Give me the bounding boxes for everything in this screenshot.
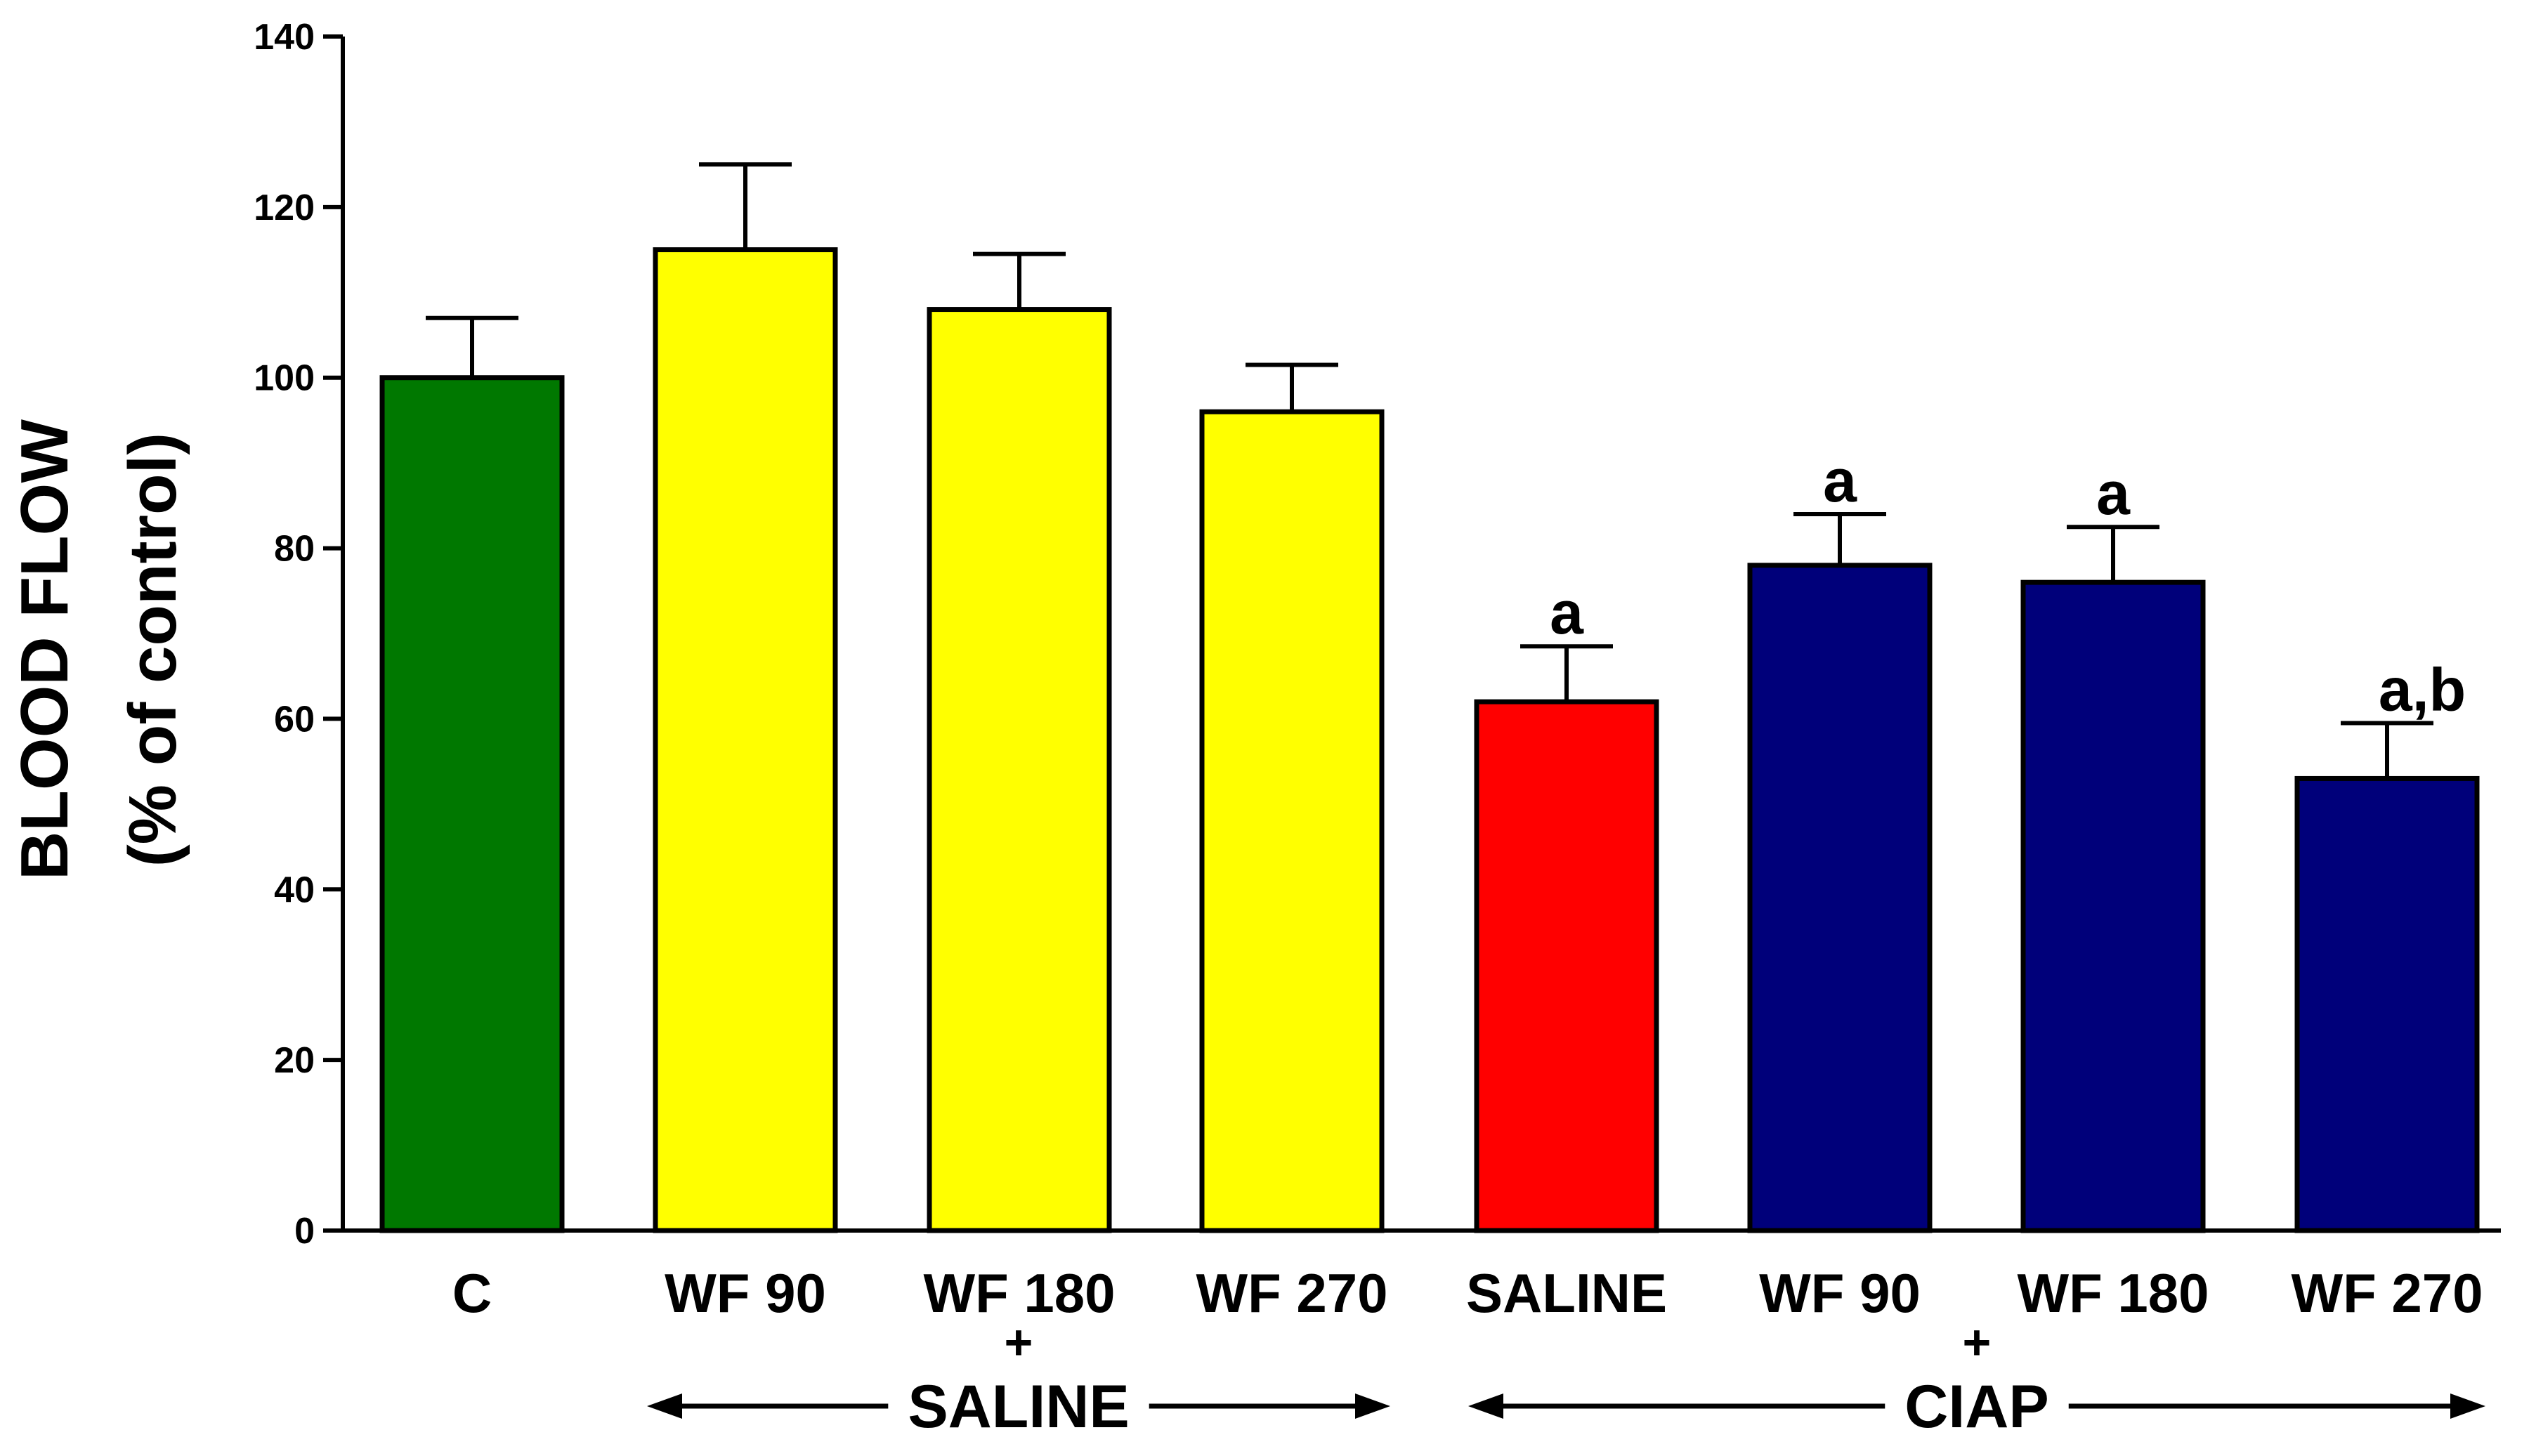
y-axis-title: BLOOD FLOW [7, 419, 82, 880]
arrow-left-head [647, 1393, 682, 1419]
bar [379, 375, 565, 1233]
group-brackets: +SALINE+CIAP [647, 1315, 2485, 1441]
significance-label: a [1823, 447, 1857, 515]
x-category-label: WF 90 [1759, 1262, 1921, 1324]
group-plus-sign: + [1963, 1315, 1992, 1370]
bar [1199, 409, 1385, 1233]
annotations: a a a a,b [1550, 447, 2466, 724]
group-plus-sign: + [1005, 1315, 1033, 1370]
y-tick-label: 0 [294, 1211, 315, 1252]
bars [379, 162, 2480, 1233]
y-axis: 0 20 40 60 80 100 120 140 [254, 17, 345, 1252]
x-category-label: WF 270 [2291, 1262, 2483, 1324]
x-category-label: SALINE [1466, 1262, 1667, 1324]
significance-label: a,b [2379, 657, 2466, 724]
bar [2294, 775, 2480, 1233]
arrow-right-head [1355, 1393, 1390, 1419]
group-label: CIAP [1904, 1373, 2048, 1441]
y-tick-label: 20 [274, 1040, 315, 1081]
y-tick-label: 100 [254, 358, 315, 399]
group-label: SALINE [908, 1373, 1129, 1441]
significance-label: a [2096, 460, 2131, 527]
x-axis: C WF 90 WF 180 WF 270 SALINE WF 90 WF 180 WF 27… [343, 1228, 2501, 1324]
bar [1747, 563, 1933, 1233]
y-tick-label: 120 [254, 188, 315, 228]
x-category-label: WF 180 [923, 1262, 1115, 1324]
bar [1474, 699, 1659, 1233]
y-axis-subtitle: (% of control) [115, 433, 190, 867]
x-category-label: WF 270 [1196, 1262, 1387, 1324]
x-category-label: WF 180 [2017, 1262, 2209, 1324]
arrow-right-head [2450, 1393, 2485, 1419]
x-category-label: C [452, 1262, 492, 1324]
y-tick-label: 140 [254, 17, 315, 58]
bar [2020, 579, 2206, 1233]
significance-label: a [1550, 579, 1584, 647]
x-category-label: WF 90 [665, 1262, 826, 1324]
bar [653, 247, 838, 1233]
bar [927, 307, 1112, 1233]
arrow-left-head [1468, 1393, 1503, 1419]
y-tick-label: 80 [274, 529, 315, 570]
y-tick-label: 60 [274, 699, 315, 740]
y-tick-label: 40 [274, 870, 315, 910]
